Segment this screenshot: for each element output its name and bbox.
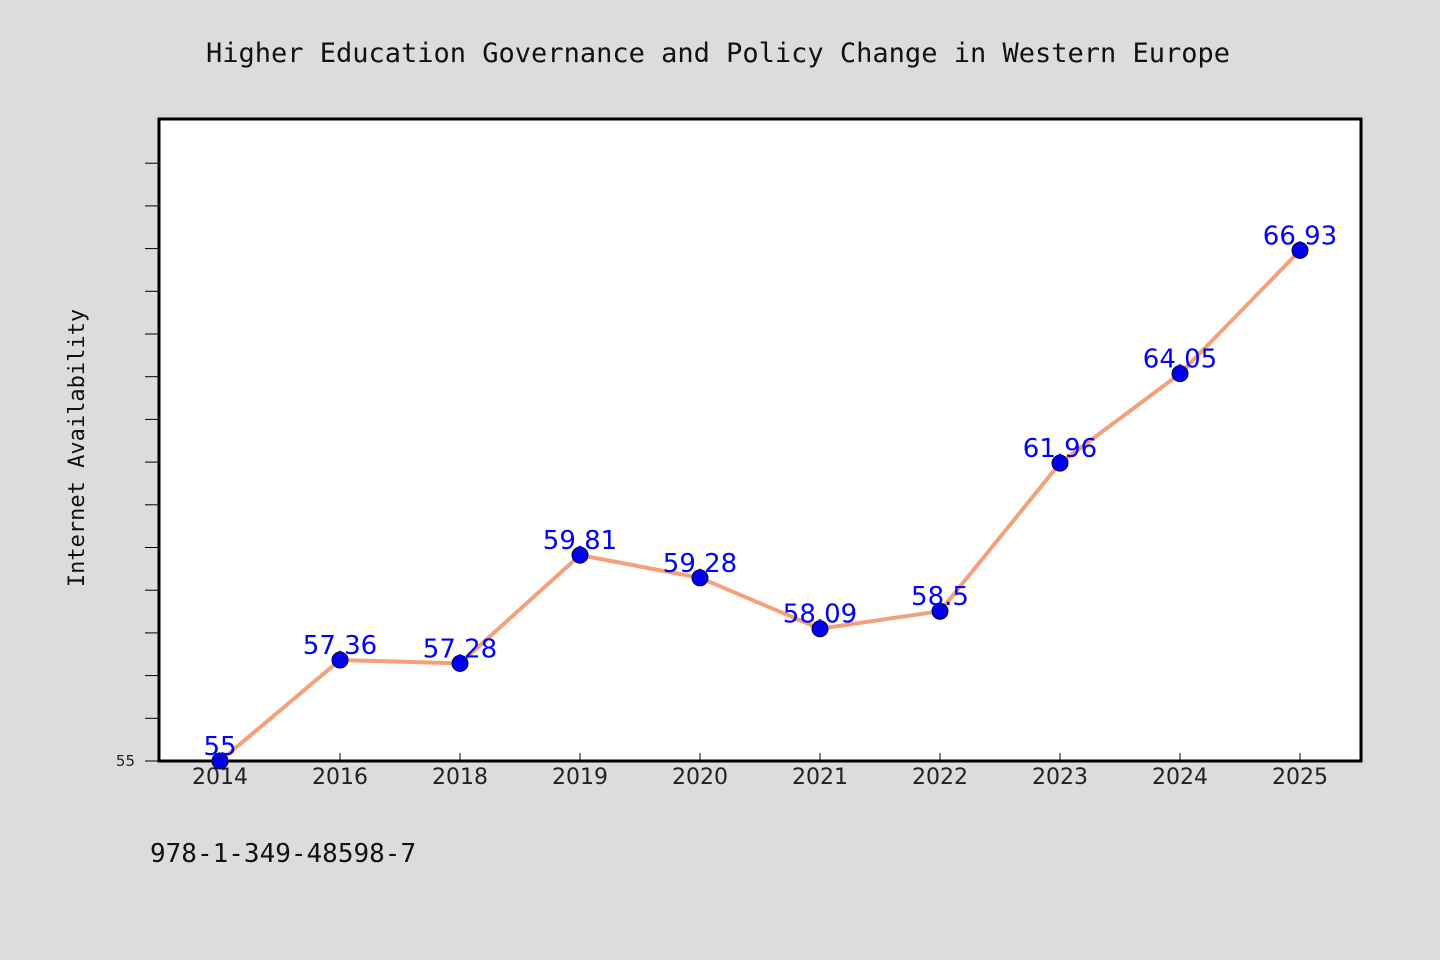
y-axis-label: Internet Availability <box>65 309 90 587</box>
y-axis-ticks: 55 <box>116 162 159 770</box>
data-point-marker <box>1171 365 1189 383</box>
x-tick-label: 2023 <box>1032 765 1088 790</box>
data-label: 58.5 <box>911 582 969 612</box>
chart-title: Higher Education Governance and Policy C… <box>206 38 1230 69</box>
data-label: 64.05 <box>1143 345 1217 375</box>
data-point-marker <box>331 651 349 669</box>
data-point-marker <box>931 602 949 620</box>
data-label: 59.28 <box>663 549 737 579</box>
x-tick-label: 2019 <box>552 765 608 790</box>
data-point-marker <box>1291 241 1309 259</box>
x-tick-label: 2016 <box>312 765 368 790</box>
data-point-marker <box>1051 454 1069 472</box>
x-tick-label: 2018 <box>432 765 488 790</box>
footer-code: 978-1-349-48598-7 <box>150 839 416 869</box>
data-label: 57.36 <box>303 631 377 661</box>
x-tick-label: 2022 <box>912 765 968 790</box>
data-label: 58.09 <box>783 600 857 630</box>
plot-area <box>157 117 1363 763</box>
x-tick-label: 2024 <box>1152 765 1208 790</box>
data-point-marker <box>811 620 829 638</box>
series-group: 55 57.36 57.28 59.81 59.28 58.09 58.5 61.96 64.0… <box>203 221 1337 770</box>
x-axis-ticks: 2014 2016 2018 2019 2020 2021 2022 2023 2024 2025 <box>192 753 1328 790</box>
x-tick-label: 2020 <box>672 765 728 790</box>
data-label: 66.93 <box>1263 221 1337 251</box>
data-label: 57.28 <box>423 634 497 664</box>
data-label: 61.96 <box>1023 434 1097 464</box>
y-tick-label: 55 <box>116 752 135 770</box>
data-point-marker <box>691 569 709 587</box>
data-point-marker <box>451 654 469 672</box>
data-label: 55 <box>203 732 236 762</box>
x-tick-label: 2025 <box>1272 765 1328 790</box>
data-point-marker <box>211 752 229 770</box>
data-label: 59.81 <box>543 526 617 556</box>
x-tick-label: 2021 <box>792 765 848 790</box>
series-line <box>218 248 1302 763</box>
data-point-marker <box>571 546 589 564</box>
